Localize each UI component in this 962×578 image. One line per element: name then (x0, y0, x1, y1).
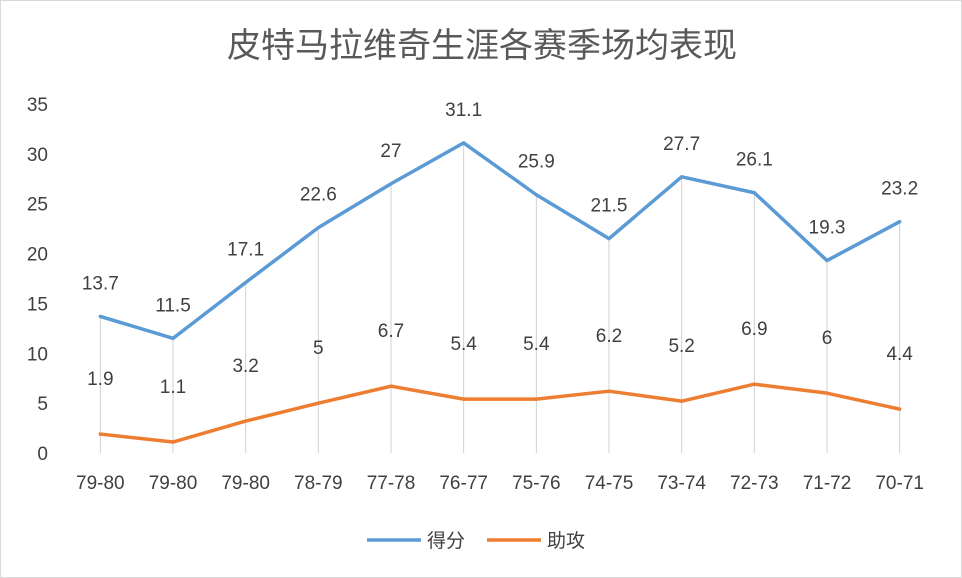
data-point (98, 314, 102, 318)
legend-label: 助攻 (547, 530, 585, 552)
data-label: 22.6 (300, 185, 337, 206)
x-tick-label: 79-80 (221, 473, 270, 494)
data-label: 5.2 (668, 336, 694, 357)
y-tick-label: 35 (27, 95, 48, 116)
data-label: 31.1 (445, 100, 482, 121)
data-point (244, 280, 248, 284)
x-tick-label: 77-78 (367, 473, 416, 494)
data-point (244, 419, 248, 423)
y-tick-label: 0 (37, 444, 48, 465)
data-point (98, 432, 102, 436)
data-point (316, 401, 320, 405)
legend-label: 得分 (427, 530, 465, 552)
data-label: 4.4 (886, 344, 913, 365)
data-label: 17.1 (227, 239, 264, 260)
data-point (898, 220, 902, 224)
data-point (825, 259, 829, 263)
data-label: 25.9 (518, 152, 555, 173)
x-tick-label: 73-74 (657, 473, 706, 494)
y-tick-label: 15 (27, 294, 48, 315)
data-point (898, 407, 902, 411)
data-point (607, 389, 611, 393)
data-point (752, 382, 756, 386)
data-label: 13.7 (82, 273, 119, 294)
data-point (752, 191, 756, 195)
series-line-0 (98, 141, 902, 341)
data-point (462, 397, 466, 401)
chart-title: 皮特马拉维奇生涯各赛季场均表现 (227, 26, 737, 66)
data-label: 19.3 (809, 218, 846, 239)
data-label: 26.1 (736, 150, 773, 171)
data-label: 5 (313, 338, 324, 359)
y-tick-label: 10 (27, 344, 48, 365)
series-line-1 (98, 382, 902, 444)
data-label: 21.5 (591, 196, 628, 217)
data-point (825, 391, 829, 395)
x-tick-label: 79-80 (149, 473, 198, 494)
x-tick-label: 79-80 (76, 473, 125, 494)
data-label: 5.4 (523, 334, 550, 355)
data-label: 1.9 (87, 369, 113, 390)
data-label: 23.2 (881, 179, 918, 200)
y-tick-label: 20 (27, 245, 48, 266)
data-point (607, 237, 611, 241)
data-label: 27.7 (663, 134, 700, 155)
y-tick-label: 25 (27, 195, 48, 216)
x-tick-label: 74-75 (585, 473, 634, 494)
data-label: 1.1 (160, 377, 186, 398)
data-point (316, 226, 320, 230)
data-point (389, 384, 393, 388)
data-point (462, 141, 466, 145)
data-label: 27 (380, 141, 401, 162)
data-label: 11.5 (155, 295, 191, 316)
y-tick-label: 30 (27, 145, 48, 166)
x-tick-label: 78-79 (294, 473, 343, 494)
data-label: 6.7 (378, 321, 404, 342)
data-point (389, 182, 393, 186)
data-label: 6.9 (741, 319, 767, 340)
data-point (680, 399, 684, 403)
data-point (680, 175, 684, 179)
x-tick-label: 72-73 (730, 473, 779, 494)
x-tick-label: 70-71 (875, 473, 924, 494)
data-point (171, 336, 175, 340)
data-point (171, 440, 175, 444)
data-label: 6 (822, 328, 833, 349)
data-point (534, 397, 538, 401)
x-tick-label: 76-77 (439, 473, 488, 494)
y-tick-label: 5 (37, 394, 48, 415)
data-label: 3.2 (232, 356, 258, 377)
x-tick-label: 71-72 (803, 473, 852, 494)
data-label: 6.2 (596, 326, 622, 347)
x-tick-label: 75-76 (512, 473, 561, 494)
data-point (534, 193, 538, 197)
data-label: 5.4 (450, 334, 477, 355)
